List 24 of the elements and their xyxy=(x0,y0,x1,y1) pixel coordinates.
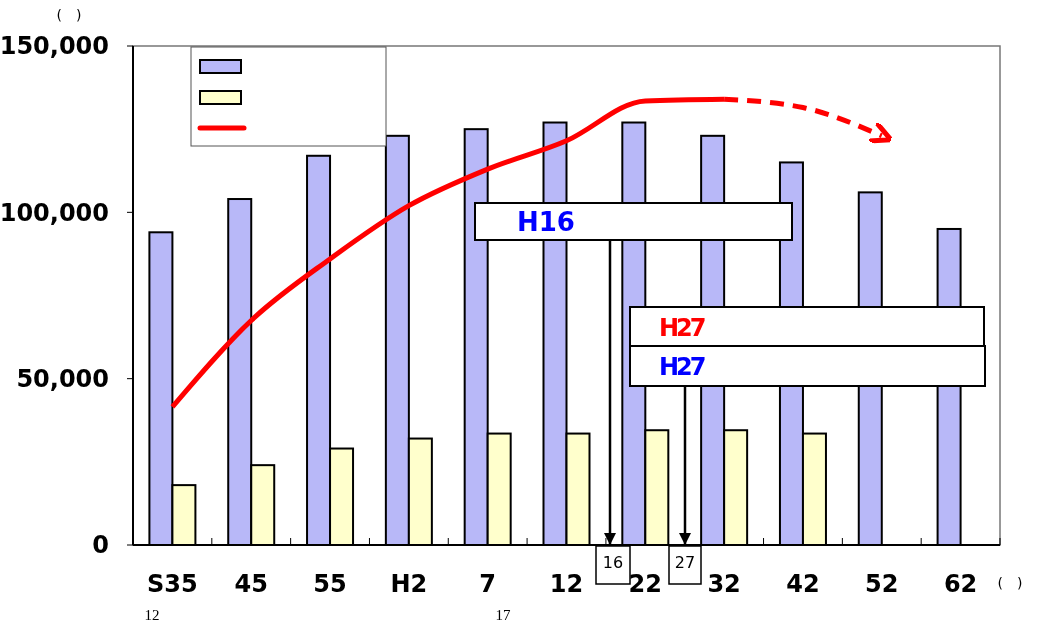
x-tick-label: 62 xyxy=(943,570,978,598)
x-axis-title: ( ) xyxy=(997,575,1023,591)
x-tick-label: 55 xyxy=(313,570,347,598)
y-tick-label: 100,000 xyxy=(0,198,109,227)
text: 12 xyxy=(144,607,160,623)
x-tick-label: H2 xyxy=(390,570,428,598)
text: 27 xyxy=(674,553,696,572)
annotation: H27 xyxy=(659,353,705,381)
y-tick-label: 50,000 xyxy=(16,365,109,394)
text: 16 xyxy=(602,553,624,572)
y-tick-label: 0 xyxy=(92,531,109,560)
x-tick-label: 32 xyxy=(707,570,741,598)
annotation: H27 xyxy=(659,314,705,342)
x-tick-label: S35 xyxy=(147,570,198,598)
y-axis-title: ( ) xyxy=(56,7,82,23)
x-tick-label: 12 xyxy=(549,570,584,598)
x-tick-label: 52 xyxy=(865,570,899,598)
x-tick-label: 22 xyxy=(628,570,663,598)
text: 17 xyxy=(495,607,512,623)
x-tick-label: 42 xyxy=(786,570,820,598)
y-tick-label: 150,000 xyxy=(0,32,109,61)
x-tick-label: 7 xyxy=(479,570,497,598)
annotation: H16 xyxy=(517,207,575,237)
x-tick-label: 45 xyxy=(234,570,268,598)
